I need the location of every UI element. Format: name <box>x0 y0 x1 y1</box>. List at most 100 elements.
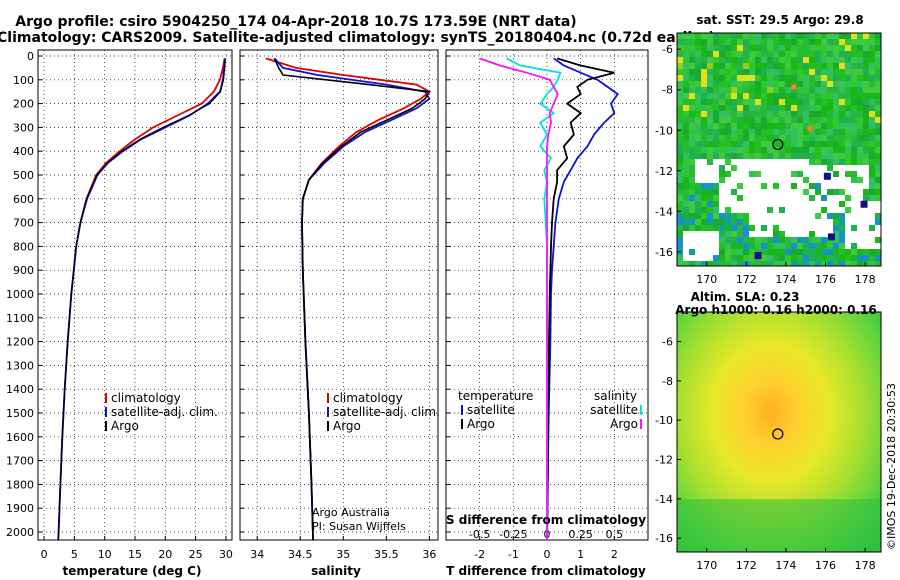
sst-cell <box>857 117 863 123</box>
sst-cell <box>773 45 779 51</box>
sst-cell <box>755 69 761 75</box>
sst-cell <box>773 231 779 237</box>
sst-cell <box>851 153 857 159</box>
sst-cell <box>875 57 881 63</box>
sst-cell <box>803 39 809 45</box>
sst-cell <box>803 33 809 39</box>
sst-cell <box>767 51 773 57</box>
sst-cell <box>803 117 809 123</box>
sst-cell <box>725 261 731 266</box>
sst-cell <box>749 99 755 105</box>
sst-cell <box>743 219 749 225</box>
sst-cell <box>851 57 857 63</box>
sst-cell <box>713 93 719 99</box>
legend-label: satellite-adj. clim. <box>333 405 440 419</box>
sst-cell <box>701 75 707 81</box>
sst-cell <box>809 99 815 105</box>
sst-cell <box>737 153 743 159</box>
sst-cell <box>851 33 857 39</box>
x-tick-label: 2 <box>611 548 618 561</box>
sst-cell <box>689 171 695 177</box>
sst-cell <box>839 243 845 249</box>
sst-cell <box>755 243 761 249</box>
sst-cell <box>749 69 755 75</box>
sst-cell <box>875 189 881 195</box>
sst-cell <box>791 153 797 159</box>
sst-cell <box>821 147 827 153</box>
sst-cell <box>761 255 767 261</box>
sst-cell <box>731 213 737 219</box>
sst-cell <box>821 195 827 201</box>
sst-cell <box>827 39 833 45</box>
sst-cell <box>791 33 797 39</box>
sst-cell <box>755 87 761 93</box>
sst-cell <box>833 45 839 51</box>
sst-cell <box>701 153 707 159</box>
lat-tick-label: -14 <box>655 493 673 506</box>
sst-cell <box>797 147 803 153</box>
sst-cell <box>809 105 815 111</box>
sst-cell <box>701 99 707 105</box>
legend-title-salinity: salinity <box>594 389 637 403</box>
sst-cell <box>707 63 713 69</box>
sst-cell <box>719 141 725 147</box>
sst-cell <box>809 237 815 243</box>
sst-cell <box>779 39 785 45</box>
sst-cell <box>677 159 683 165</box>
sst-cell <box>797 249 803 255</box>
sst-cell <box>785 243 791 249</box>
sst-cell <box>689 219 695 225</box>
sst-cell <box>845 249 851 255</box>
sst-cell <box>689 111 695 117</box>
sst-cell <box>857 255 863 261</box>
sst-cell <box>809 57 815 63</box>
sst-cell <box>827 45 833 51</box>
sst-cell <box>869 105 875 111</box>
sst-cell <box>815 255 821 261</box>
sst-cell <box>791 123 797 129</box>
sst-cell <box>707 81 713 87</box>
sst-cell <box>797 69 803 75</box>
sst-cell <box>833 189 839 195</box>
sst-cell <box>875 111 881 117</box>
sst-cell <box>695 183 701 189</box>
sst-cell <box>767 153 773 159</box>
depth-tick-label: 900 <box>13 264 34 277</box>
sst-cell <box>857 135 863 141</box>
sst-cell <box>833 123 839 129</box>
sst-cell <box>737 105 743 111</box>
sst-cell <box>791 57 797 63</box>
sst-cell <box>779 117 785 123</box>
sst-cell <box>713 147 719 153</box>
x-tick-label: 15 <box>128 548 142 561</box>
sst-cell <box>857 105 863 111</box>
sst-cell <box>701 189 707 195</box>
sst-cell <box>845 99 851 105</box>
sst-cell <box>749 117 755 123</box>
sst-cell <box>821 45 827 51</box>
sst-cell <box>845 207 851 213</box>
sst-cell <box>803 57 809 63</box>
sst-cell <box>761 69 767 75</box>
sst-cell <box>737 81 743 87</box>
sst-cell <box>677 153 683 159</box>
sst-cell <box>821 207 827 213</box>
sst-cell <box>779 153 785 159</box>
sst-cell <box>851 99 857 105</box>
sst-cell <box>875 237 881 243</box>
sst-cell <box>719 237 725 243</box>
sst-cell <box>779 255 785 261</box>
sst-cell <box>761 75 767 81</box>
sst-cell <box>677 219 683 225</box>
sst-cell <box>815 33 821 39</box>
sst-cell <box>875 129 881 135</box>
sst-cell <box>677 225 683 231</box>
sst-cell <box>821 81 827 87</box>
sst-cell <box>683 153 689 159</box>
sst-cell <box>767 111 773 117</box>
sst-cell <box>869 183 875 189</box>
sst-cell <box>677 141 683 147</box>
sst-cell <box>797 171 803 177</box>
sst-cell <box>761 45 767 51</box>
sst-cell <box>821 159 827 165</box>
